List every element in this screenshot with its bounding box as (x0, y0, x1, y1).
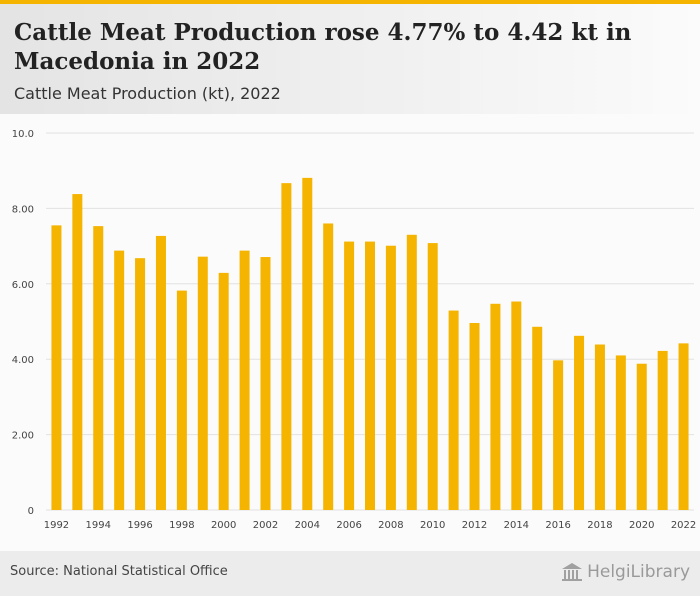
bar-2010 (427, 243, 438, 511)
x-tick-label: 2006 (336, 520, 361, 531)
chart-header: Cattle Meat Production rose 4.77% to 4.4… (0, 4, 700, 114)
bar-1996 (135, 258, 146, 510)
y-axis-ticks: 0 2.00 4.00 6.00 8.00 10.0 (12, 129, 34, 517)
bar-2012 (469, 323, 480, 510)
bar-2007 (365, 241, 375, 510)
x-tick-label: 2018 (587, 520, 612, 531)
bar-2013 (490, 303, 501, 510)
bar-2020 (636, 363, 647, 510)
bar-2011 (448, 310, 459, 510)
bar-2008 (385, 245, 396, 510)
bar-2005 (323, 223, 334, 510)
logo-text: HelgiLibrary (587, 562, 690, 582)
bar-2000 (218, 272, 229, 510)
bar-2022 (678, 343, 689, 510)
x-tick-label: 2002 (253, 520, 278, 531)
y-tick-label: 10.0 (12, 129, 34, 140)
accent-bar (0, 0, 700, 4)
bar-1997 (155, 235, 166, 510)
x-tick-label: 1992 (44, 520, 69, 531)
chart-footer: Source: National Statistical Office Helg… (0, 551, 700, 596)
bar-1992 (51, 225, 62, 510)
x-tick-label: 2014 (504, 520, 529, 531)
x-tick-label: 2022 (671, 520, 696, 531)
x-axis-ticks: 1992 1994 1996 1998 2000 2002 2004 2006 2008 2010… (44, 520, 697, 531)
x-tick-label: 2020 (629, 520, 654, 531)
chart-title: Cattle Meat Production rose 4.77% to 4.4… (14, 19, 632, 75)
bar-2018 (594, 344, 605, 510)
y-tick-label: 6.00 (12, 280, 34, 291)
bar-1993 (72, 194, 83, 510)
x-tick-label: 1998 (169, 520, 194, 531)
bar-2009 (406, 234, 417, 510)
x-tick-label: 2000 (211, 520, 236, 531)
bar-2006 (344, 241, 355, 510)
bar-1994 (93, 226, 104, 510)
library-building-icon (562, 563, 583, 581)
bar-2014 (511, 301, 522, 510)
x-tick-label: 2008 (378, 520, 403, 531)
y-tick-label: 4.00 (12, 355, 34, 366)
source-note: Source: National Statistical Office (10, 564, 228, 579)
bar-2003 (281, 183, 292, 510)
grid-lines (46, 132, 694, 511)
helgi-library-logo: HelgiLibrary (561, 561, 690, 583)
bar-2004 (302, 177, 313, 510)
bar-2021 (657, 350, 668, 510)
x-tick-label: 2016 (545, 520, 570, 531)
y-tick-label: 2.00 (12, 431, 34, 442)
chart-area: 0 2.00 4.00 6.00 8.00 10.0 1992 1994 1996 1998 20… (0, 114, 700, 551)
y-tick-label: 0 (28, 506, 34, 517)
bar-1998 (176, 290, 187, 510)
x-tick-label: 1996 (127, 520, 152, 531)
bar-2015 (532, 326, 543, 510)
bar-2001 (239, 250, 250, 510)
bar-2002 (260, 257, 271, 510)
bar-1995 (114, 250, 125, 510)
x-tick-label: 1994 (86, 520, 111, 531)
bar-2019 (615, 355, 626, 510)
bar-2017 (574, 335, 585, 510)
bar-chart: 0 2.00 4.00 6.00 8.00 10.0 1992 1994 1996 1998 20… (12, 129, 697, 531)
x-tick-label: 2010 (420, 520, 445, 531)
bar-2016 (553, 360, 564, 510)
x-tick-label: 2012 (462, 520, 487, 531)
bar-1999 (197, 256, 208, 510)
chart-subtitle: Cattle Meat Production (kt), 2022 (14, 84, 281, 103)
y-tick-label: 8.00 (12, 204, 34, 215)
bars (51, 177, 689, 511)
x-tick-label: 2004 (295, 520, 320, 531)
